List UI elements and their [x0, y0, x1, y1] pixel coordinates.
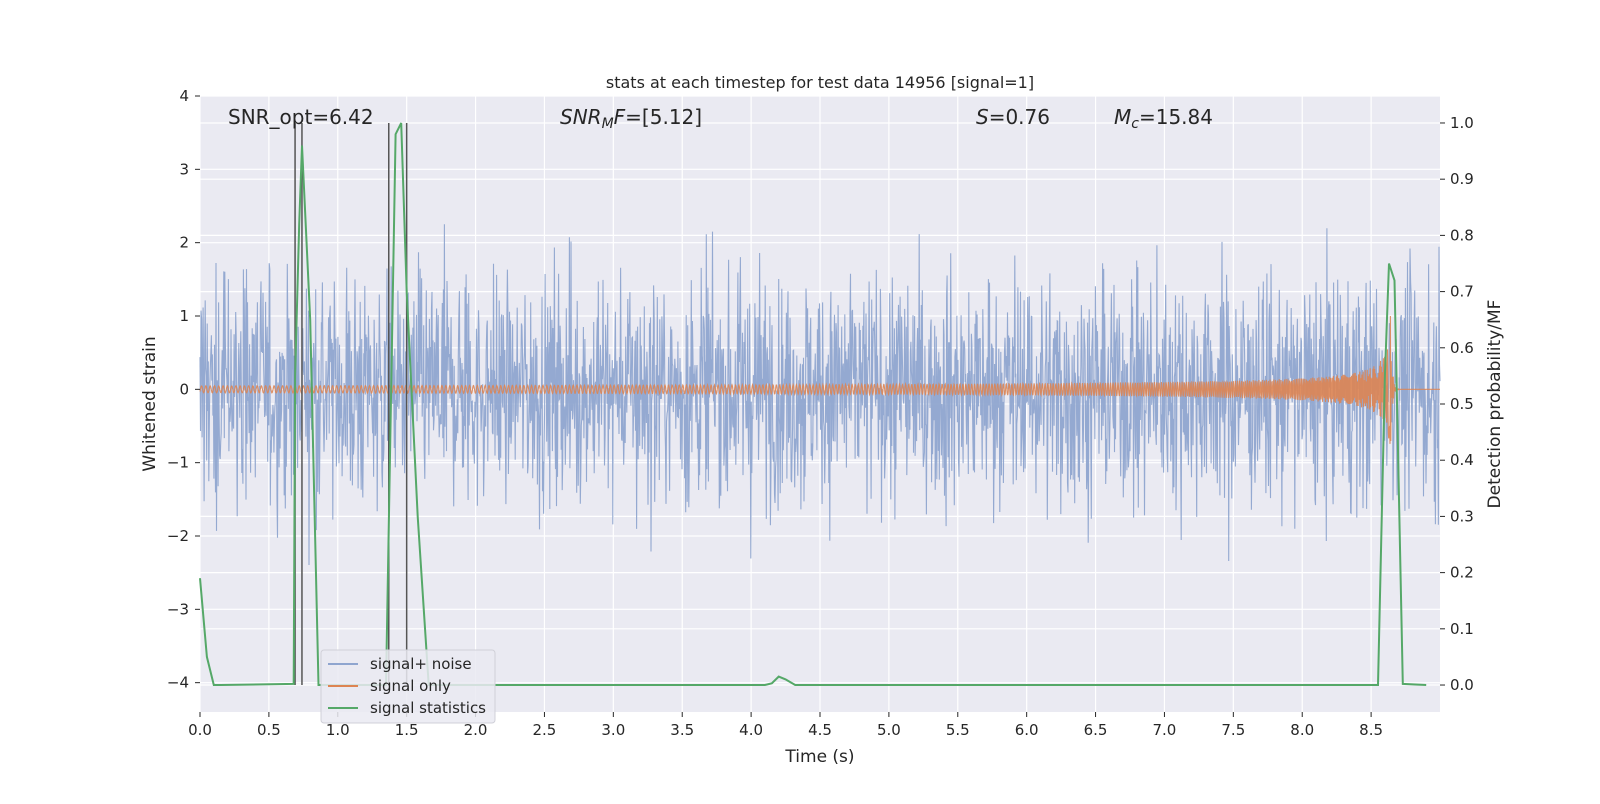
y-tick-label-left-7: 3	[179, 160, 189, 178]
y-tick-label-left-6: 2	[179, 234, 189, 252]
y-tick-label-left-2: −2	[167, 527, 189, 545]
x-tick-label-6: 3.0	[601, 721, 625, 739]
x-tick-label-11: 5.5	[946, 721, 970, 739]
series-signal-statistics	[199, 122, 1427, 686]
x-tick-label-12: 6.0	[1015, 721, 1039, 739]
axes-ticks: 0.0 0.5 1.0 1.5 2.0 2.5 3.0 3.5 4.0 4.5 5.0 5.5 6.0 6…	[167, 87, 1474, 739]
annotation-s-label: S	[976, 105, 989, 129]
x-tick-label-7: 3.5	[670, 721, 694, 739]
y-tick-label-right-7: 0.7	[1450, 283, 1474, 301]
x-tick-label-14: 7.0	[1153, 721, 1177, 739]
y-tick-label-left-4: 0	[179, 380, 189, 398]
annotation-mc-label: M	[1114, 105, 1131, 129]
signal-statistics-line	[199, 122, 1427, 686]
y-tick-label-left-1: −3	[167, 600, 189, 618]
x-tick-label-13: 6.5	[1084, 721, 1108, 739]
x-tick-label-3: 1.5	[395, 721, 419, 739]
annotation-snr-mf-f: F	[614, 105, 626, 129]
annotation-mc: Mc=15.84	[1114, 105, 1213, 132]
y-axis-label-right: Detection probability/MF	[1485, 300, 1505, 509]
legend-box	[320, 649, 496, 724]
y-tick-label-left-8: 4	[179, 87, 189, 105]
x-tick-label-0: 0.0	[188, 721, 212, 739]
annotation-snr-mf-value: =[5.12]	[625, 105, 702, 129]
legend-label-signal-noise: signal+ noise	[370, 655, 472, 673]
y-tick-label-right-1: 0.1	[1450, 620, 1474, 638]
y-tick-label-right-8: 0.8	[1450, 226, 1474, 244]
y-tick-label-right-10: 1.0	[1450, 114, 1474, 132]
x-axis-label: Time (s)	[784, 747, 854, 767]
y-axis-label-left: Whitened strain	[140, 336, 160, 471]
y-tick-label-left-0: −4	[167, 674, 189, 692]
x-tick-label-9: 4.5	[808, 721, 832, 739]
x-tick-label-8: 4.0	[739, 721, 763, 739]
legend: signal+ noise signal only signal statist…	[320, 649, 496, 724]
y-tick-label-right-4: 0.4	[1450, 451, 1474, 469]
x-tick-label-15: 7.5	[1221, 721, 1245, 739]
x-tick-label-5: 2.5	[533, 721, 557, 739]
legend-item-signal-noise: signal+ noise	[328, 655, 472, 673]
x-tick-label-4: 2.0	[464, 721, 488, 739]
y-tick-label-right-2: 0.2	[1450, 564, 1474, 582]
x-tick-label-1: 0.5	[257, 721, 281, 739]
annotation-s: S=0.76	[976, 105, 1050, 129]
legend-label-signal-only: signal only	[370, 677, 451, 695]
y-tick-label-left-5: 1	[179, 307, 189, 325]
annotation-snr-mf-label: SNR	[560, 105, 602, 129]
x-tick-label-17: 8.5	[1359, 721, 1383, 739]
x-tick-label-2: 1.0	[326, 721, 350, 739]
annotation-snr-opt: SNR_opt=6.42	[228, 105, 374, 129]
legend-item-signal-only: signal only	[328, 677, 451, 695]
annotation-mc-sub: c	[1131, 116, 1139, 132]
x-tick-label-10: 5.0	[877, 721, 901, 739]
legend-label-signal-statistics: signal statistics	[370, 699, 486, 717]
y-tick-label-right-0: 0.0	[1450, 676, 1474, 694]
y-tick-label-left-3: −1	[167, 454, 189, 472]
chart-title: stats at each timestep for test data 149…	[606, 73, 1034, 92]
annotation-s-value: =0.76	[989, 105, 1050, 129]
y-tick-label-right-3: 0.3	[1450, 507, 1474, 525]
annotation-snr-mf-sub: M	[602, 116, 614, 132]
y-tick-label-right-9: 0.9	[1450, 170, 1474, 188]
y-tick-label-right-5: 0.5	[1450, 395, 1474, 413]
annotation-mc-value: =15.84	[1139, 105, 1213, 129]
y-tick-label-right-6: 0.6	[1450, 339, 1474, 357]
x-tick-label-16: 8.0	[1290, 721, 1314, 739]
legend-item-signal-statistics: signal statistics	[328, 699, 486, 717]
annotation-snr-mf: SNRMF=[5.12]	[560, 105, 702, 132]
